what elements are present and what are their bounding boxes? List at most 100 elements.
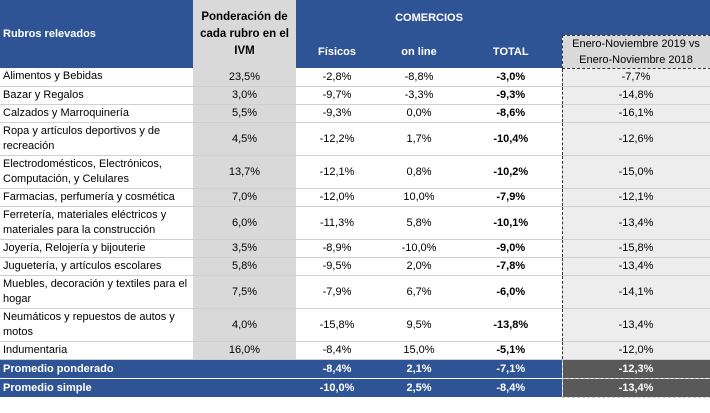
rubro-cell: Juguetería, y artículos escolares (0, 257, 193, 276)
rubro-cell: Joyería, Relojería y bijouterie (0, 239, 193, 258)
ponderacion-cell: 4,5% (193, 122, 296, 156)
ponderacion-cell: 6,0% (193, 206, 296, 240)
table-row: Juguetería, y artículos escolares 5,8% -9,… (0, 257, 710, 276)
table-row: Electrodomésticos, Electrónicos, Computa… (0, 155, 710, 189)
periodo-cell: -16,1% (561, 104, 710, 123)
table-row: Ropa y artículos deportivos y de recreac… (0, 122, 710, 156)
online-cell: 9,5% (378, 308, 460, 342)
periodo-cell: -12,0% (561, 341, 710, 360)
periodo-cell: -12,6% (561, 122, 710, 156)
footer-value: 2,1% (378, 358, 460, 378)
header-rubros: Rubros relevados (0, 0, 193, 68)
rubro-cell: Ropa y artículos deportivos y de recreac… (0, 122, 193, 156)
periodo-cell: -13,4% (561, 308, 710, 342)
footer-value: 2,5% (378, 377, 460, 397)
header-online: on line (378, 35, 460, 68)
periodo-cell: -14,1% (561, 275, 710, 309)
fisicos-cell: -8,9% (296, 239, 378, 258)
table-footer: Promedio ponderado -8,4% 2,1% -7,1% -12,3% Pr… (0, 358, 710, 398)
rubro-cell: Indumentaria (0, 341, 193, 360)
periodo-cell: -15,8% (561, 239, 710, 258)
table-row: Farmacias, perfumería y cosmética 7,0% -12… (0, 188, 710, 207)
total-cell: -10,4% (460, 122, 563, 156)
total-cell: -8,6% (460, 104, 563, 123)
fisicos-cell: -9,7% (296, 86, 378, 105)
table-row: Alimentos y Bebidas 23,5% -2,8% -8,8% -3,0% -… (0, 68, 710, 87)
online-cell: 10,0% (378, 188, 460, 207)
periodo-cell: -15,0% (561, 155, 710, 189)
fisicos-cell: -9,5% (296, 257, 378, 276)
header-fisicos: Físicos (296, 35, 378, 68)
online-cell: -10,0% (378, 239, 460, 258)
online-cell: 2,0% (378, 257, 460, 276)
table-row: Indumentaria 16,0% -8,4% 15,0% -5,1% -12,0% (0, 341, 710, 360)
footer-label: Promedio simple (0, 377, 296, 397)
total-cell: -13,8% (460, 308, 563, 342)
periodo-cell: -12,1% (561, 188, 710, 207)
ponderacion-cell: 7,0% (193, 188, 296, 207)
table-row: Bazar y Regalos 3,0% -9,7% -3,3% -9,3% -14,8% (0, 86, 710, 105)
footer-label: Promedio ponderado (0, 358, 296, 378)
fisicos-cell: -15,8% (296, 308, 378, 342)
footer-value: -7,1% (460, 358, 563, 378)
rubro-cell: Bazar y Regalos (0, 86, 193, 105)
rubro-cell: Muebles, decoración y textiles para el h… (0, 275, 193, 309)
ponderacion-cell: 5,8% (193, 257, 296, 276)
table-row: Muebles, decoración y textiles para el h… (0, 275, 710, 309)
table-row: Joyería, Relojería y bijouterie 3,5% -8,9%… (0, 239, 710, 258)
header-comercios: COMERCIOS (296, 0, 563, 35)
footer-value: -13,4% (561, 377, 710, 398)
total-cell: -5,1% (460, 341, 563, 360)
ponderacion-cell: 3,5% (193, 239, 296, 258)
rubro-cell: Neumáticos y repuestos de autos y motos (0, 308, 193, 342)
total-cell: -9,0% (460, 239, 563, 258)
total-cell: -7,9% (460, 188, 563, 207)
header-blank (562, 0, 710, 35)
footer-row: Promedio simple -10,0% 2,5% -8,4% -13,4% (0, 377, 710, 398)
table-row: Ferretería, materiales eléctricos y mate… (0, 206, 710, 240)
table-row: Neumáticos y repuestos de autos y motos 4… (0, 308, 710, 342)
fisicos-cell: -12,1% (296, 155, 378, 189)
total-cell: -10,1% (460, 206, 563, 240)
online-cell: -3,3% (378, 86, 460, 105)
footer-row: Promedio ponderado -8,4% 2,1% -7,1% -12,3% (0, 358, 710, 379)
online-cell: 5,8% (378, 206, 460, 240)
ponderacion-cell: 3,0% (193, 86, 296, 105)
ponderacion-cell: 5,5% (193, 104, 296, 123)
total-cell: -9,3% (460, 86, 563, 105)
periodo-cell: -14,8% (561, 86, 710, 105)
fisicos-cell: -8,4% (296, 341, 378, 360)
footer-value: -8,4% (460, 377, 563, 397)
ponderacion-cell: 7,5% (193, 275, 296, 309)
online-cell: -8,8% (378, 68, 460, 87)
rubro-cell: Electrodomésticos, Electrónicos, Computa… (0, 155, 193, 189)
online-cell: 15,0% (378, 341, 460, 360)
total-cell: -10,2% (460, 155, 563, 189)
table-body: Alimentos y Bebidas 23,5% -2,8% -8,8% -3,0% -… (0, 68, 710, 360)
header-total: TOTAL (460, 35, 563, 68)
footer-value: -8,4% (296, 358, 378, 378)
periodo-cell: -7,7% (561, 68, 710, 87)
online-cell: 6,7% (378, 275, 460, 309)
ponderacion-cell: 16,0% (193, 341, 296, 360)
online-cell: 0,0% (378, 104, 460, 123)
fisicos-cell: -11,3% (296, 206, 378, 240)
rubro-cell: Ferretería, materiales eléctricos y mate… (0, 206, 193, 240)
online-cell: 0,8% (378, 155, 460, 189)
ponderacion-cell: 23,5% (193, 68, 296, 87)
header-ponderacion: Ponderación de cada rubro en el IVM (193, 0, 296, 68)
data-table: Rubros relevados Ponderación de cada rub… (0, 0, 710, 398)
fisicos-cell: -7,9% (296, 275, 378, 309)
footer-value: -12,3% (561, 358, 710, 379)
header-periodo: Enero-Noviembre 2019 vs Enero-Noviembre … (561, 34, 710, 69)
total-cell: -6,0% (460, 275, 563, 309)
rubro-cell: Farmacias, perfumería y cosmética (0, 188, 193, 207)
fisicos-cell: -2,8% (296, 68, 378, 87)
ponderacion-cell: 13,7% (193, 155, 296, 189)
fisicos-cell: -12,2% (296, 122, 378, 156)
fisicos-cell: -9,3% (296, 104, 378, 123)
total-cell: -7,8% (460, 257, 563, 276)
total-cell: -3,0% (460, 68, 563, 87)
periodo-cell: -13,4% (561, 206, 710, 240)
